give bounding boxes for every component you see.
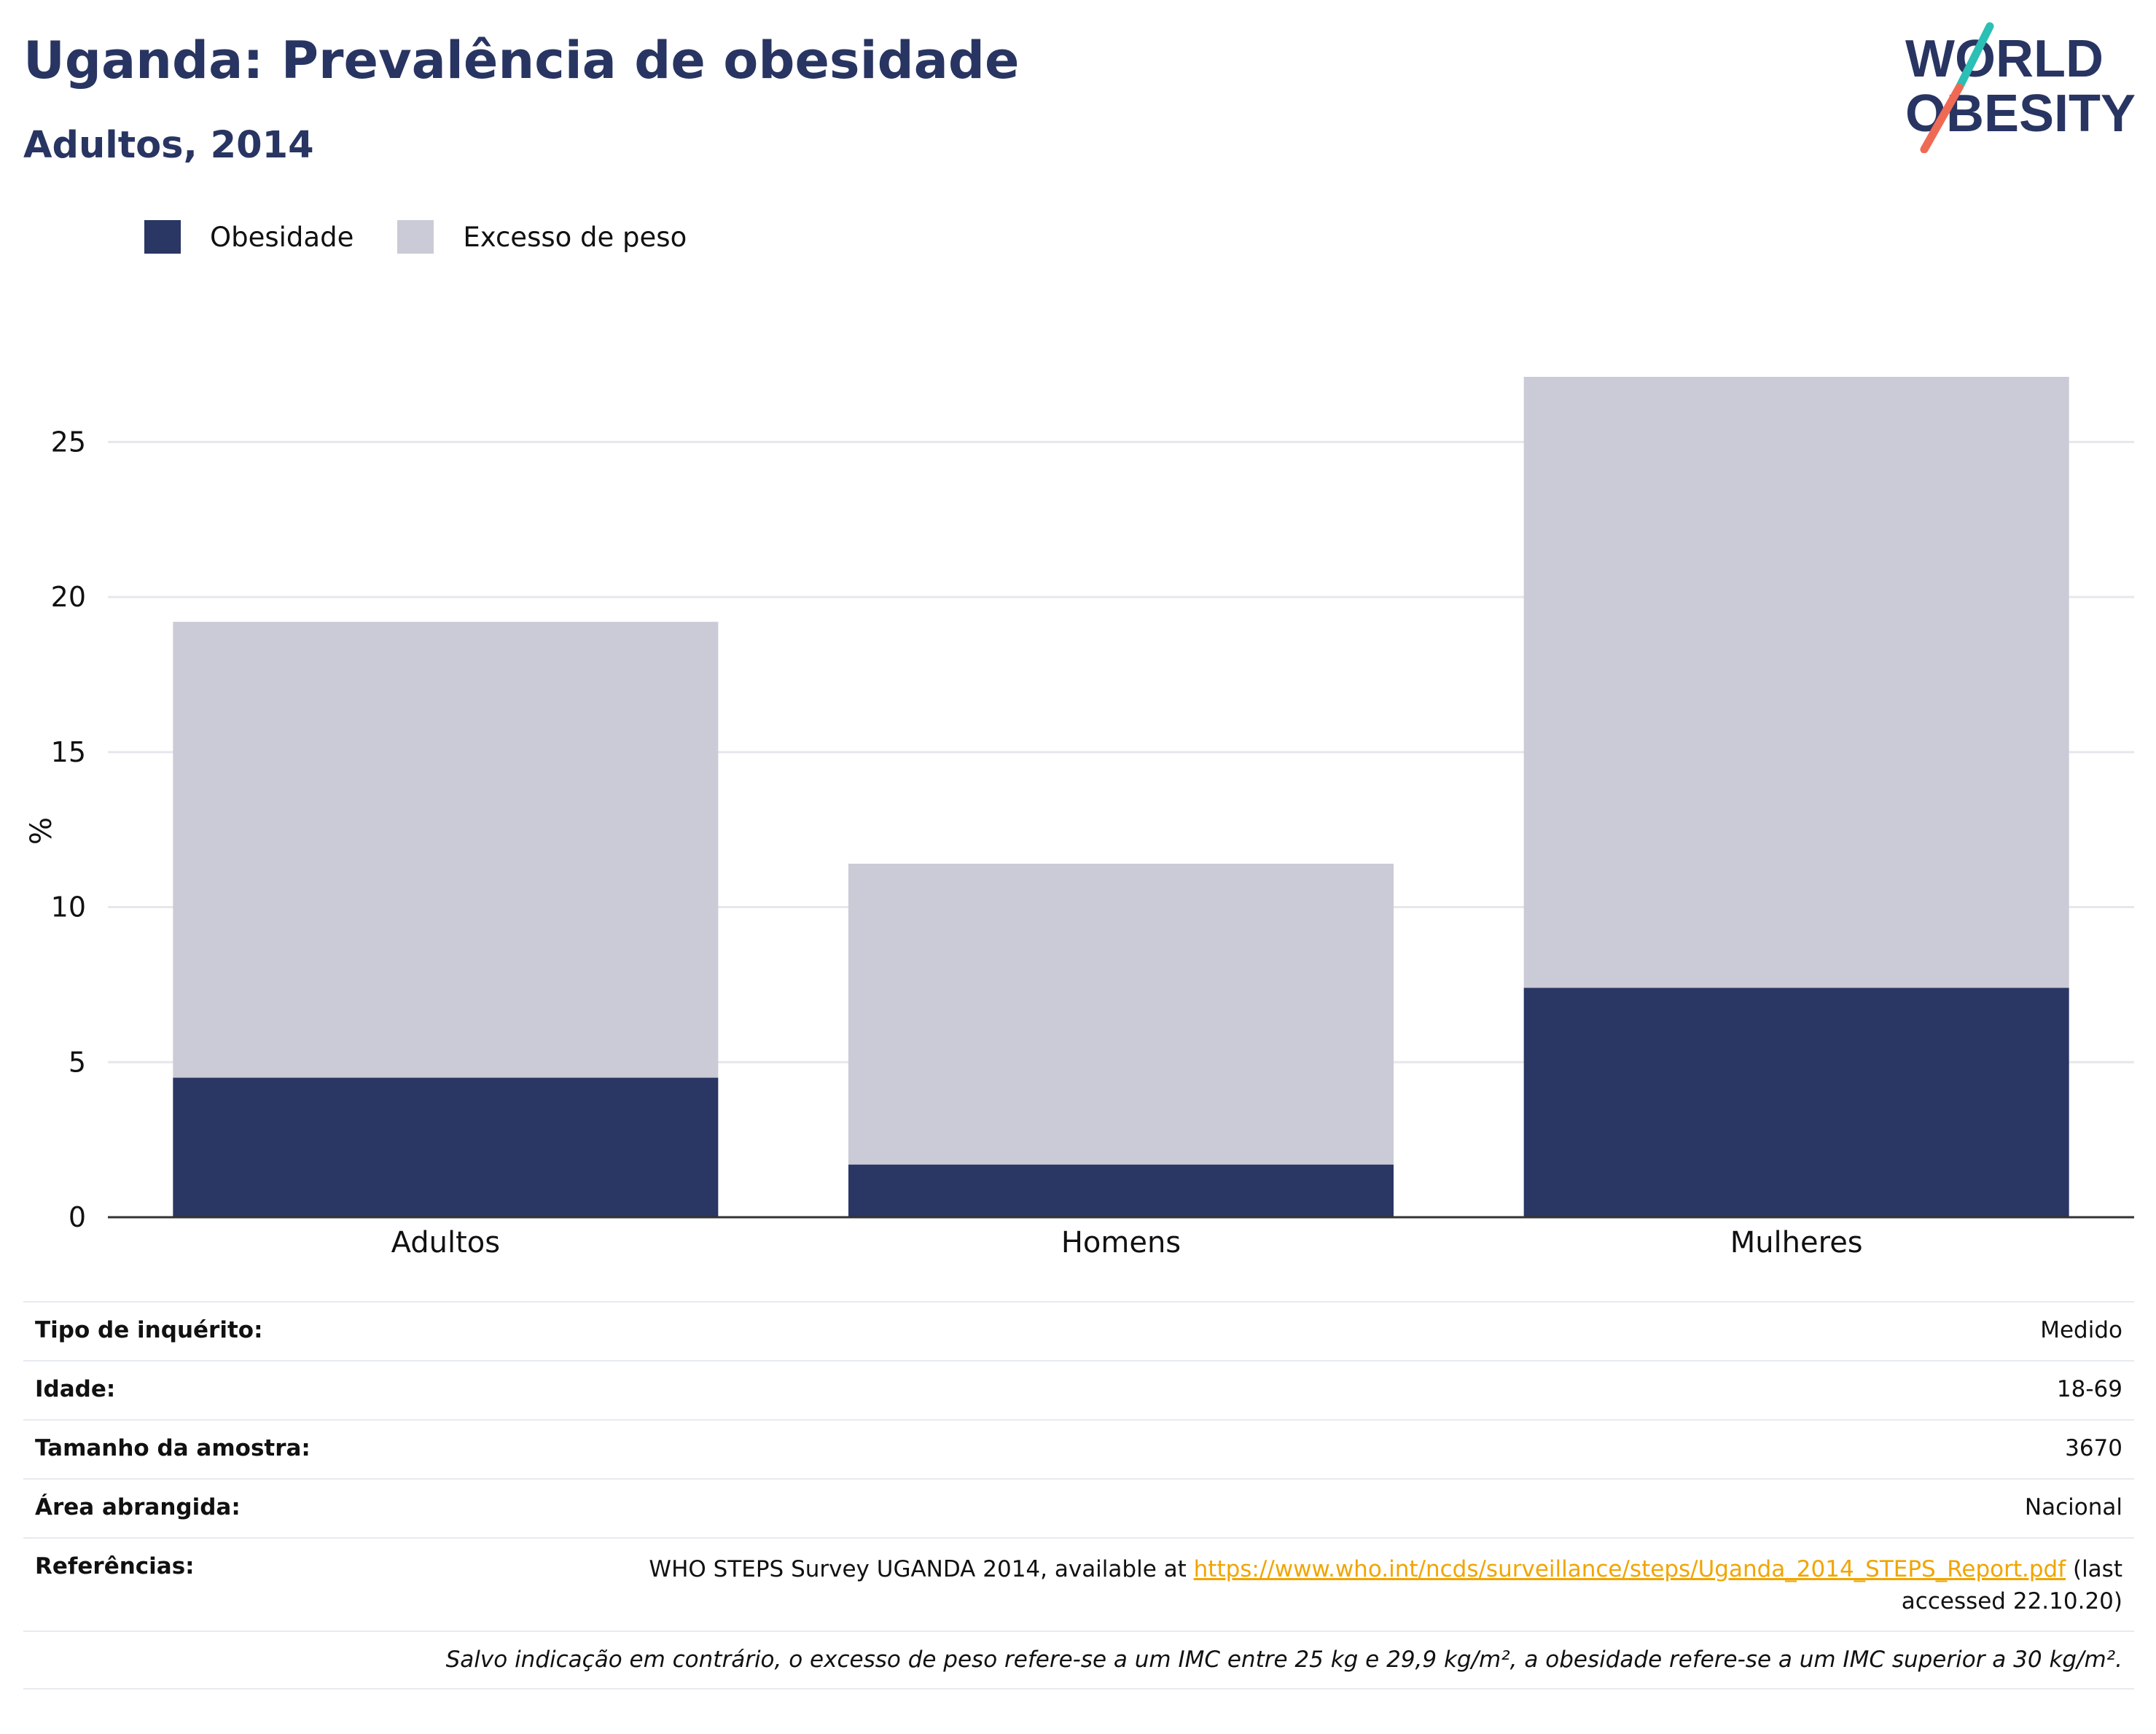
references-text: WHO STEPS Survey UGANDA 2014, available … bbox=[35, 1553, 2122, 1617]
info-label: Tipo de inquérito: bbox=[35, 1317, 263, 1343]
info-label: Idade: bbox=[35, 1376, 116, 1402]
bar-overweight bbox=[848, 863, 1394, 1165]
y-tick-label: 15 bbox=[51, 736, 86, 768]
x-tick-label: Homens bbox=[1061, 1226, 1181, 1260]
info-value: Medido bbox=[2040, 1317, 2122, 1343]
page-subtitle: Adultos, 2014 bbox=[23, 124, 314, 167]
bar-obesity bbox=[173, 1077, 719, 1217]
y-tick-label: 25 bbox=[51, 426, 86, 458]
legend-label-overweight: Excesso de peso bbox=[463, 221, 687, 253]
chart-legend: Obesidade Excesso de peso bbox=[144, 215, 730, 259]
legend-swatch-overweight bbox=[397, 220, 434, 254]
logo-slash-top bbox=[1955, 22, 1994, 92]
bar-obesity bbox=[848, 1164, 1394, 1217]
info-row-survey-type: Tipo de inquérito: Medido bbox=[23, 1301, 2134, 1360]
bar-overweight bbox=[173, 622, 719, 1078]
page-title: Uganda: Prevalência de obesidade bbox=[23, 31, 1020, 90]
info-row-area: Área abrangida: Nacional bbox=[23, 1478, 2134, 1537]
y-tick-label: 10 bbox=[51, 891, 86, 923]
references-link[interactable]: https://www.who.int/ncds/surveillance/st… bbox=[1193, 1556, 2066, 1582]
info-row-references: Referências: WHO STEPS Survey UGANDA 201… bbox=[23, 1537, 2134, 1630]
info-value: 3670 bbox=[2065, 1435, 2122, 1461]
info-row-sample-size: Tamanho da amostra: 3670 bbox=[23, 1419, 2134, 1478]
info-value: Nacional bbox=[2024, 1494, 2122, 1520]
legend-label-obesity: Obesidade bbox=[210, 221, 354, 253]
y-tick-label: 0 bbox=[69, 1201, 86, 1233]
survey-info-table: Tipo de inquérito: Medido Idade: 18-69 T… bbox=[23, 1301, 2134, 1690]
references-prefix: WHO STEPS Survey UGANDA 2014, available … bbox=[649, 1556, 1194, 1582]
stacked-bar-chart: 0 5 10 15 20 25 Adultos Homens Mulheres% bbox=[25, 377, 2134, 1260]
info-row-note: Salvo indicação em contrário, o excesso … bbox=[23, 1630, 2134, 1690]
logo-line1: WORLD bbox=[1905, 30, 2104, 88]
x-tick-label: Mulheres bbox=[1730, 1226, 1863, 1260]
bar-overweight bbox=[1523, 377, 2069, 988]
info-label: Referências: bbox=[35, 1553, 195, 1579]
legend-item-obesity[interactable]: Obesidade bbox=[144, 220, 354, 254]
logo-slash-bottom bbox=[1920, 83, 1964, 153]
y-axis-label: % bbox=[25, 817, 58, 845]
y-tick-label: 20 bbox=[51, 581, 86, 613]
world-obesity-logo: WORLD OBESITY bbox=[1905, 22, 2136, 153]
legend-item-overweight[interactable]: Excesso de peso bbox=[397, 220, 687, 254]
bar-obesity bbox=[1523, 988, 2069, 1217]
y-tick-label: 5 bbox=[69, 1046, 86, 1078]
footnote: Salvo indicação em contrário, o excesso … bbox=[445, 1647, 2122, 1673]
info-label: Tamanho da amostra: bbox=[35, 1435, 310, 1461]
info-row-age: Idade: 18-69 bbox=[23, 1360, 2134, 1419]
x-tick-label: Adultos bbox=[391, 1226, 501, 1260]
info-value: 18-69 bbox=[2056, 1376, 2122, 1402]
info-label: Área abrangida: bbox=[35, 1494, 241, 1520]
legend-swatch-obesity bbox=[144, 220, 181, 254]
references-suffix: (last accessed 22.10.20) bbox=[1901, 1556, 2122, 1614]
